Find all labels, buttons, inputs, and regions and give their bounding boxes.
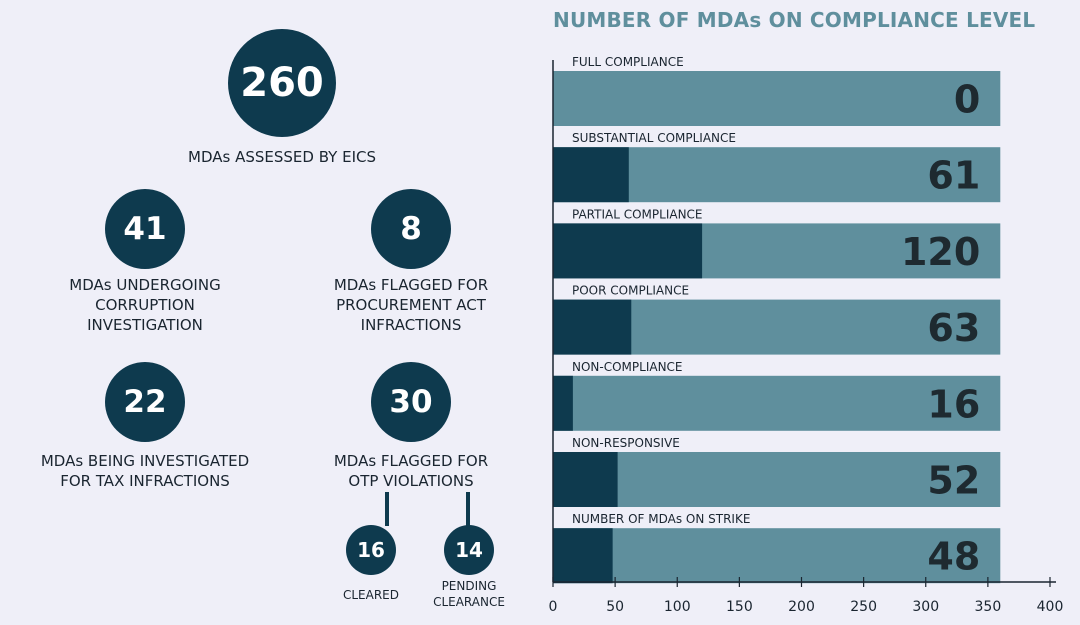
category-label-4: NON-COMPLIANCE [572,360,683,374]
otp-label: MDAs FLAGGED FOR OTP VIOLATIONS [333,452,489,490]
x-tick-label-5: 250 [850,599,877,615]
bar-value-1 [553,147,629,203]
category-label-3: POOR COMPLIANCE [572,284,689,298]
x-tick-label-7: 350 [975,599,1002,615]
otp-circle: 30 [371,362,451,442]
category-label-6: NUMBER OF MDAs ON STRIKE [572,512,750,526]
pending-connector [466,492,470,526]
bar-value-4 [553,375,573,431]
category-label-0: FULL COMPLIANCE [572,55,684,69]
cleared-value: 16 [357,538,385,562]
cleared-label: CLEARED [342,588,399,602]
bar-background-0 [553,71,1001,126]
bar-value-6 [553,528,613,584]
otp-value: 30 [389,384,433,420]
corruption-value: 41 [123,211,167,247]
pending-value: 14 [455,538,483,562]
category-label-1: SUBSTANTIAL COMPLIANCE [572,131,736,145]
pending-label: PENDING CLEARANCE [433,579,505,609]
chart-title: NUMBER OF MDAs ON COMPLIANCE LEVEL [553,8,1036,32]
data-label-6: 48 [927,535,980,579]
assessed-label: MDAs ASSESSED BY EICS [188,148,376,166]
category-label-5: NON-RESPONSIVE [572,436,680,450]
data-label-3: 63 [927,306,980,350]
x-tick-label-2: 100 [664,599,691,615]
data-label-5: 52 [927,459,980,503]
assessed-circle: 260 [228,29,336,137]
procurement-value: 8 [400,211,422,247]
tax-value: 22 [123,384,167,420]
x-tick-label-4: 200 [788,599,815,615]
procurement-circle: 8 [371,189,451,269]
x-tick-label-1: 50 [606,599,624,615]
bar-value-2 [553,223,703,279]
bar-value-5 [553,452,618,507]
assessed-value: 260 [240,60,324,106]
pending-circle: 14 [444,525,494,575]
x-tick-label-6: 300 [912,599,939,615]
x-tick-label-8: 400 [1037,599,1064,615]
x-tick-label-3: 150 [726,599,753,615]
corruption-label: MDAs UNDERGOING CORRUPTION INVESTIGATION [69,276,221,334]
category-label-2: PARTIAL COMPLIANCE [572,207,703,221]
data-label-2: 120 [901,230,980,274]
bar-background-6 [553,528,1001,584]
bar-background-5 [553,452,1001,507]
corruption-circle: 41 [105,189,185,269]
data-label-0: 0 [954,78,980,122]
tax-label: MDAs BEING INVESTIGATED FOR TAX INFRACTI… [40,452,250,490]
procurement-label: MDAs FLAGGED FOR PROCUREMENT ACT INFRACT… [333,276,489,334]
data-label-4: 16 [927,382,980,426]
tax-circle: 22 [105,362,185,442]
cleared-circle: 16 [346,525,396,575]
bar-background-4 [553,375,1001,431]
bar-value-3 [553,299,632,355]
data-label-1: 61 [927,154,980,198]
cleared-connector [385,492,389,526]
x-tick-label-0: 0 [549,599,558,615]
